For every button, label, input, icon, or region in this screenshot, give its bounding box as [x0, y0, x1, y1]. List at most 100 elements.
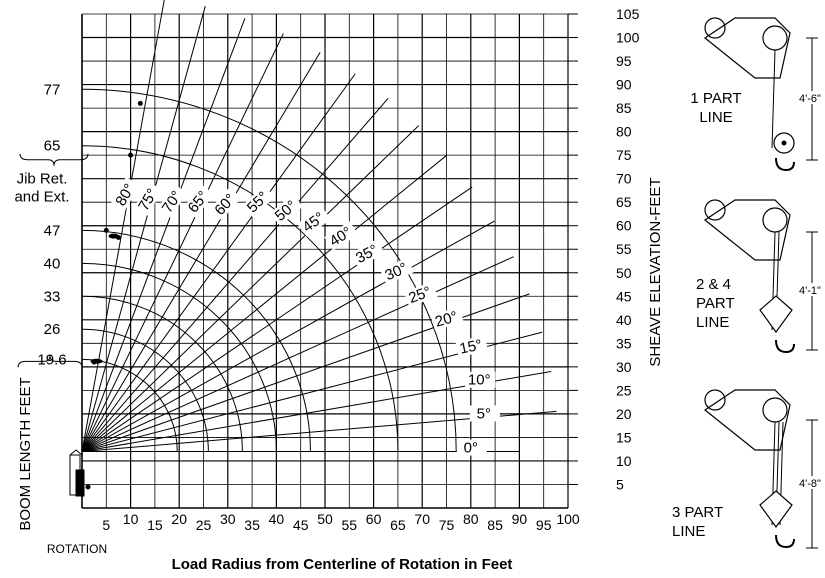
boom-angle-line — [81, 186, 473, 452]
boom-angle-line — [81, 18, 246, 452]
x-tick-label: 40 — [269, 511, 285, 527]
winch-icon — [703, 199, 791, 261]
boom-angle-line — [81, 33, 284, 452]
boom-angle-label-bg — [379, 257, 414, 285]
boom-angle-line — [81, 154, 448, 452]
chart-labels: 5 10 15 20 25 30 35 40 45 50 55 60 65 70 75 80 85 90 95 100… — [14, 6, 639, 533]
boom-angle-label: 25° — [406, 283, 433, 307]
boom-angle-label: 10° — [468, 372, 491, 389]
boom-angle-label-bg — [350, 239, 385, 268]
y-tick-label: 90 — [616, 77, 632, 93]
x-tick-label: 85 — [487, 517, 503, 533]
x-tick-label: 65 — [390, 517, 406, 533]
crane-base-icon — [69, 449, 91, 497]
x-axis-title: Load Radius from Centerline of Rotation … — [172, 556, 513, 573]
y-tick-label: 30 — [616, 359, 632, 375]
load-block-icon — [759, 295, 793, 334]
boom-angle-label-bg — [403, 281, 438, 307]
sheave-icon — [762, 207, 788, 233]
boom-angle-label-bg — [111, 176, 140, 211]
y-tick-label: 25 — [616, 382, 632, 398]
boom-length-label: 40 — [44, 255, 61, 272]
y-tick-label: 65 — [616, 194, 632, 210]
boom-angle-line — [81, 98, 389, 452]
boom-angle-line — [81, 73, 356, 452]
boom-min-brace — [17, 355, 83, 368]
rigging-label: LINE — [696, 314, 729, 331]
boom-angle-label-bg — [469, 405, 500, 422]
rigging-diagram-1: 4'-6" 1 PART LINE — [690, 17, 825, 172]
winch-icon — [703, 17, 791, 79]
x-tick-label: 45 — [293, 517, 309, 533]
rigging-diagram-3: 4'-8" 3 PART LINE — [672, 389, 825, 549]
y-tick-label: 95 — [616, 53, 632, 69]
boom-angle-label-bg — [133, 181, 163, 216]
chart-axes — [81, 13, 578, 509]
chart-grid — [82, 13, 569, 508]
x-tick-label: 100 — [556, 511, 580, 527]
y-tick-label: 85 — [616, 100, 632, 116]
boom-angle-line — [81, 220, 495, 452]
boom-marker — [90, 358, 103, 364]
jib-note-line-2: and Ext. — [14, 189, 69, 206]
y-tick-label: 45 — [616, 288, 632, 304]
boom-angle-label-bg — [269, 194, 304, 226]
drum-icon — [704, 199, 726, 221]
boom-angle-label: 5° — [477, 406, 491, 423]
hook-icon — [775, 339, 795, 354]
x-tick-label: 20 — [171, 511, 187, 527]
x-tick-label: 60 — [366, 511, 382, 527]
jib-brace — [19, 153, 89, 166]
x-tick-label: 35 — [244, 517, 260, 533]
boom-length-axis-title: BOOM LENGTH FEET — [17, 377, 34, 530]
drum-icon — [704, 389, 726, 411]
load-block-icon — [759, 490, 793, 529]
boom-marker — [103, 227, 109, 233]
boom-length-label: 65 — [44, 138, 61, 155]
y-tick-label: 20 — [616, 406, 632, 422]
block-pin-icon — [781, 140, 787, 146]
y-tick-label: 15 — [616, 429, 632, 445]
boom-markers — [90, 100, 143, 365]
boom-angle-label-bg — [430, 306, 464, 331]
dimension-label: 4'-8" — [799, 478, 821, 490]
jib-note-line-1: Jib Ret. — [17, 171, 68, 188]
rope-line — [771, 49, 776, 149]
boom-angle-line — [81, 0, 165, 452]
hook-icon — [775, 157, 795, 172]
x-tick-label: 25 — [196, 517, 212, 533]
boom-angle-label-bg — [297, 206, 331, 237]
boom-angle-label-bg — [456, 439, 487, 456]
rigging-diagram-2: 4'-1" 2 & 4 PART LINE — [696, 199, 825, 354]
boom-length-label: 47 — [44, 222, 61, 239]
y-tick-label: 5 — [616, 476, 624, 492]
boom-angle-label-bg — [241, 185, 275, 218]
x-tick-label: 5 — [102, 517, 110, 533]
dimension-label: 4'-1" — [799, 285, 821, 297]
boom-angle-label-bg — [183, 184, 215, 218]
boom-marker — [128, 152, 134, 158]
x-tick-label: 10 — [123, 511, 139, 527]
y-tick-label: 70 — [616, 171, 632, 187]
x-tick-label: 50 — [317, 511, 333, 527]
boom-angle-label: 15° — [458, 336, 484, 357]
boom-angle-label-bg — [455, 335, 489, 358]
hook-icon — [775, 534, 795, 549]
x-tick-label: 30 — [220, 511, 236, 527]
boom-angle-label-bg — [209, 187, 242, 221]
boom-length-label: 33 — [44, 288, 61, 305]
boom-marker — [108, 233, 119, 239]
y-tick-label: 80 — [616, 124, 632, 140]
rigging-label: 2 & 4 — [696, 276, 731, 293]
rigging-label: LINE — [672, 523, 705, 540]
x-tick-label: 55 — [342, 517, 358, 533]
y-axis-title: SHEAVE ELEVATION-FEET — [647, 177, 664, 366]
boom-angle-label-bg — [324, 221, 359, 251]
y-tick-label: 50 — [616, 265, 632, 281]
x-tick-label: 75 — [439, 517, 455, 533]
rigging-label: LINE — [699, 109, 732, 126]
dimension-label: 4'-6" — [799, 93, 821, 105]
boom-angle-label-bg — [157, 183, 188, 218]
x-tick-label: 95 — [536, 517, 552, 533]
